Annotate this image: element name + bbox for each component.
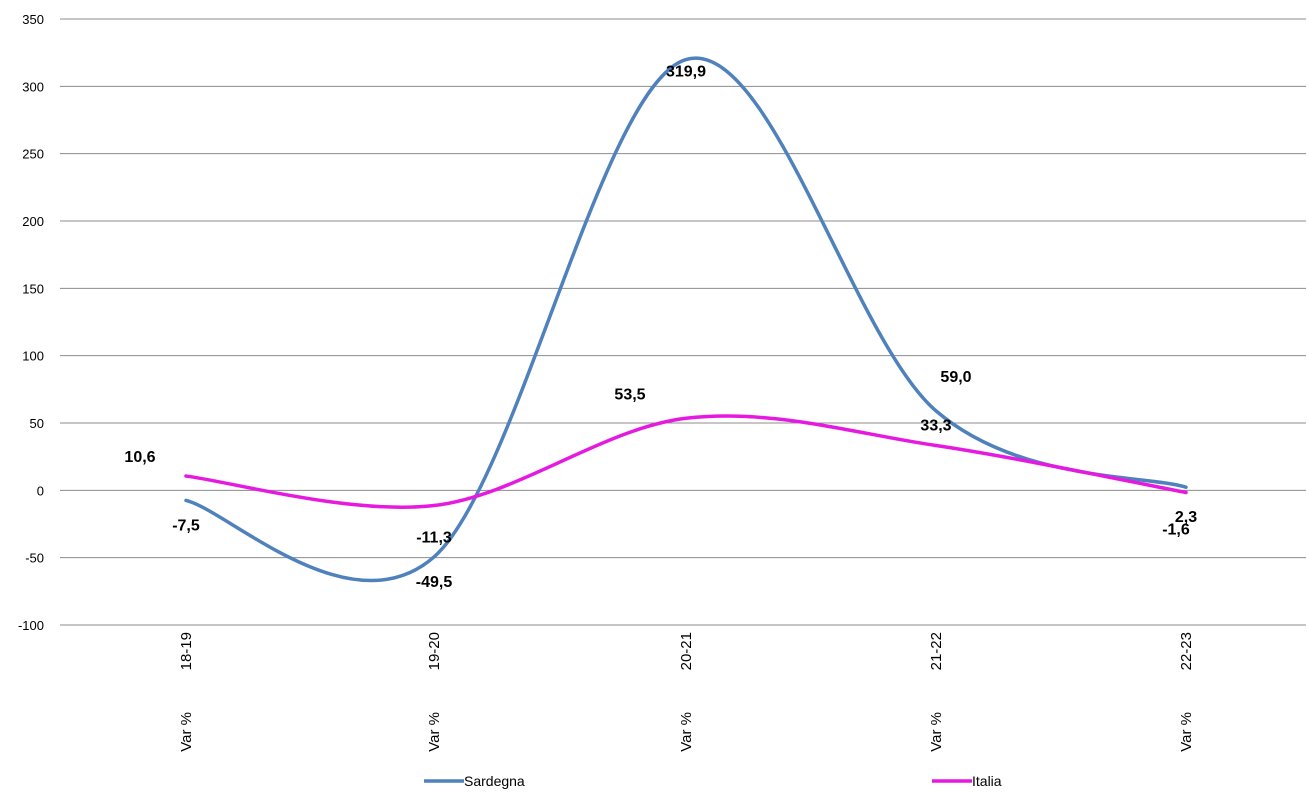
data-label: 59,0: [940, 369, 971, 386]
data-label: -1,6: [1162, 521, 1190, 538]
series-lines: [186, 58, 1186, 580]
series-line-italia: [186, 416, 1186, 507]
category-sublabel: Var %: [928, 712, 945, 752]
legend-label: Italia: [972, 773, 1002, 789]
category-sublabel: Var %: [178, 712, 195, 752]
y-tick-label: 300: [22, 79, 44, 94]
category-label: 19-20: [426, 632, 443, 670]
category-sublabel: Var %: [1178, 712, 1195, 752]
category-label: 20-21: [678, 632, 695, 670]
y-tick-label: 250: [22, 147, 44, 162]
data-label: -49,5: [416, 574, 453, 591]
legend: Sardegna Italia: [424, 773, 1002, 789]
category-label: 18-19: [178, 632, 195, 670]
y-axis-ticks: 350 300 250 200 150 100 50 0 -50 -100: [18, 12, 44, 633]
data-labels: -7,5-49,5319,959,02,310,6-11,353,533,3-1…: [124, 64, 1197, 591]
y-tick-label: -50: [25, 551, 44, 566]
category-label: 21-22: [928, 632, 945, 670]
data-label: 53,5: [614, 386, 645, 403]
data-label: 33,3: [920, 417, 951, 434]
data-label: -7,5: [172, 517, 200, 534]
y-tick-label: -100: [18, 618, 44, 633]
y-tick-label: 50: [30, 416, 44, 431]
data-label: 10,6: [124, 449, 155, 466]
data-label: -11,3: [416, 530, 452, 547]
y-tick-label: 350: [22, 12, 44, 27]
y-tick-label: 100: [22, 349, 44, 364]
x-axis-categories: 18-19 Var % 19-20 Var % 20-21 Var % 21-22 Var %…: [178, 632, 1195, 752]
legend-label: Sardegna: [464, 773, 525, 789]
category-sublabel: Var %: [678, 712, 695, 752]
y-tick-label: 200: [22, 214, 44, 229]
y-tick-label: 0: [37, 483, 44, 498]
data-label: 319,9: [666, 64, 706, 81]
category-label: 22-23: [1178, 632, 1195, 670]
category-sublabel: Var %: [426, 712, 443, 752]
y-tick-label: 150: [22, 281, 44, 296]
